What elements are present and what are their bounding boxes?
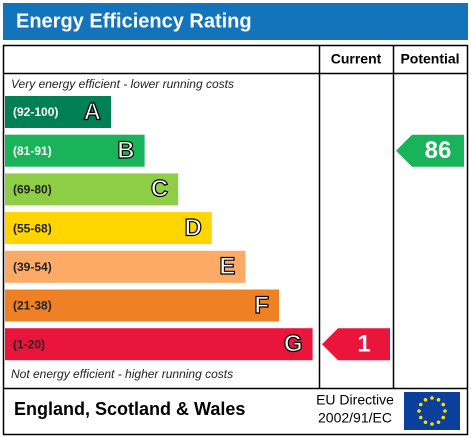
potential-value: 86 bbox=[425, 137, 452, 164]
region: England, Scotland & Wales bbox=[14, 399, 245, 419]
band-bar bbox=[5, 134, 145, 167]
eu-star bbox=[441, 402, 446, 407]
band-bar bbox=[5, 212, 212, 245]
title: Energy Efficiency Rating bbox=[16, 10, 252, 32]
band-bar bbox=[5, 250, 246, 283]
band-letter: G bbox=[284, 331, 303, 358]
band-bar bbox=[5, 328, 313, 361]
eu-star bbox=[436, 420, 441, 425]
title-bar bbox=[3, 3, 468, 40]
band-letter: C bbox=[151, 176, 168, 203]
eu-star bbox=[430, 396, 434, 400]
band-letter: E bbox=[219, 253, 235, 280]
current-arrow bbox=[322, 328, 390, 361]
eu-star bbox=[443, 409, 447, 413]
band-range: (1-20) bbox=[13, 337, 45, 351]
band-range: (81-91) bbox=[13, 144, 52, 158]
current-value: 1 bbox=[357, 331, 370, 358]
eu-star bbox=[441, 415, 446, 420]
current-header: Current bbox=[331, 51, 382, 67]
band-range: (21-38) bbox=[13, 299, 52, 313]
band-letter: F bbox=[254, 292, 269, 319]
band-range: (69-80) bbox=[13, 183, 52, 197]
eu-star bbox=[423, 397, 428, 402]
band-bar bbox=[5, 289, 279, 322]
eu-stars bbox=[417, 396, 447, 426]
eu-star bbox=[418, 415, 423, 420]
eu-star bbox=[430, 422, 434, 426]
band-letter: D bbox=[184, 214, 201, 241]
eu-star bbox=[423, 420, 428, 425]
eu-star bbox=[436, 397, 441, 402]
directive-line: 2002/91/EC bbox=[318, 410, 392, 426]
top-note: Very energy efficient - lower running co… bbox=[11, 77, 234, 91]
band-range: (55-68) bbox=[13, 221, 52, 235]
band-range: (92-100) bbox=[13, 105, 58, 119]
band-letter: A bbox=[84, 98, 101, 125]
band-range: (39-54) bbox=[13, 260, 52, 274]
potential-header: Potential bbox=[400, 51, 459, 67]
eu-star bbox=[417, 409, 421, 413]
directive-line: EU Directive bbox=[316, 392, 394, 408]
bottom-note: Not energy efficient - higher running co… bbox=[11, 367, 233, 381]
band-bar bbox=[5, 96, 111, 128]
frame bbox=[2, 44, 469, 436]
band-letter: B bbox=[117, 137, 134, 164]
potential-arrow bbox=[396, 134, 464, 167]
eu-star bbox=[418, 402, 423, 407]
band-bar bbox=[5, 173, 179, 206]
